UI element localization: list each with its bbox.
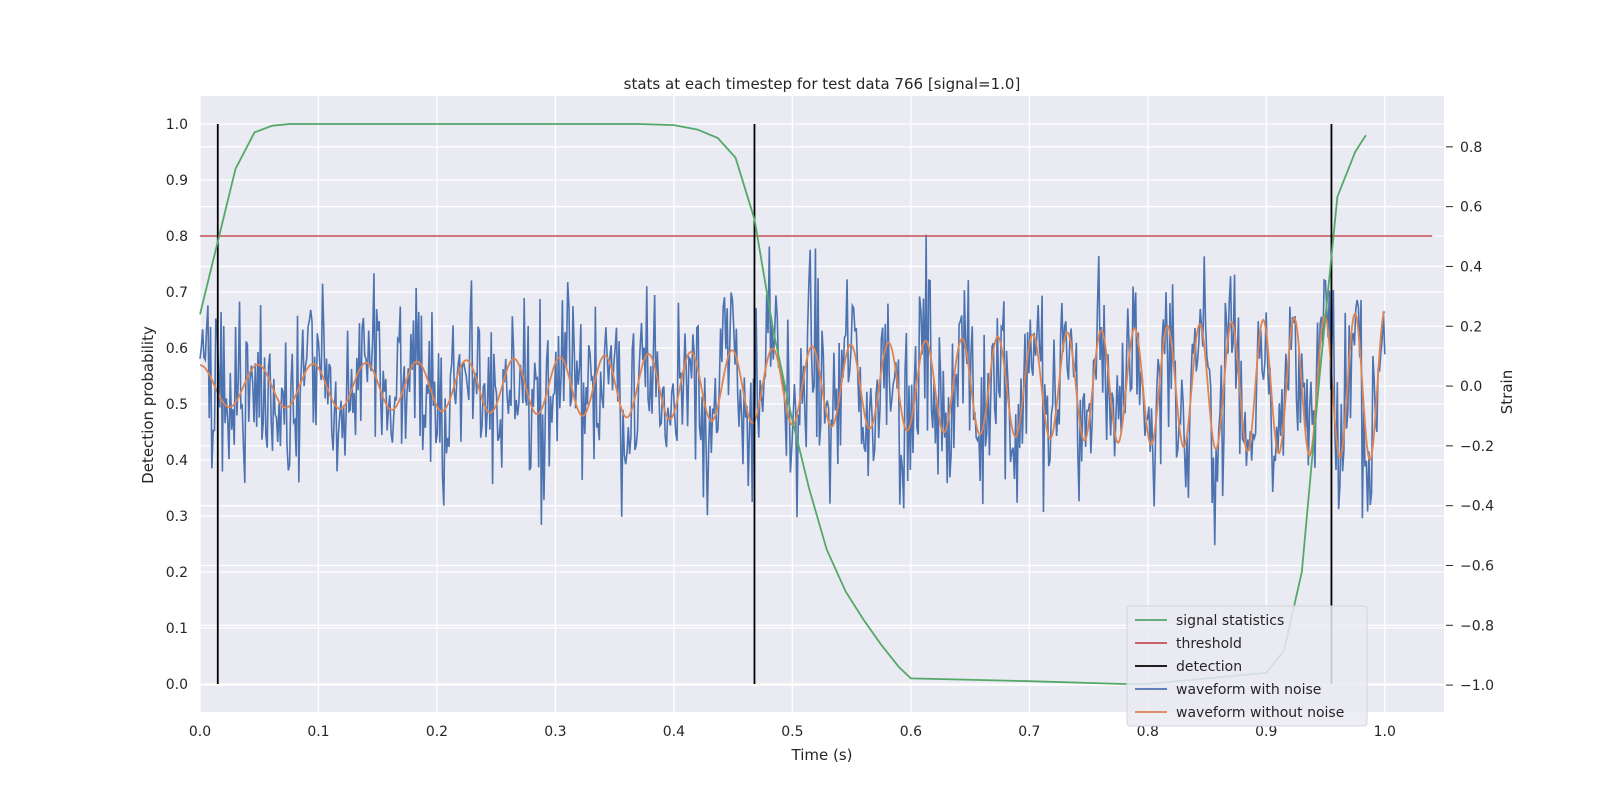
- x-tick-label: 0.9: [1255, 724, 1277, 740]
- y-tick-label-left: 0.9: [166, 173, 188, 189]
- legend-box: [1126, 605, 1368, 727]
- y-tick-label-right: −1.0: [1460, 678, 1494, 694]
- y-tick-label-left: 0.0: [166, 677, 188, 693]
- y-tick-label-left: 0.3: [166, 509, 188, 525]
- series-layer: [199, 123, 1433, 685]
- y-tick-label-left: 1.0: [166, 117, 188, 133]
- legend-entry: detection: [1176, 659, 1242, 675]
- y-tick-label-right: −0.6: [1460, 558, 1494, 574]
- y-tick-label-right: −0.2: [1460, 439, 1494, 455]
- y-tick-label-right: 0.4: [1460, 259, 1482, 275]
- axes: 0.0 0.1 0.2 0.3 0.4 0.5 0.6 0.7 0.8 0.9 1.0 0.0 0.1 0…: [166, 117, 1494, 740]
- y-axis-label-right: Strain: [1498, 370, 1516, 414]
- x-tick-label: 0.0: [189, 724, 211, 740]
- y-tick-label-left: 0.8: [166, 229, 188, 245]
- x-tick-label: 0.6: [900, 724, 922, 740]
- x-tick-label: 1.0: [1374, 724, 1396, 740]
- series-waveform-without-noise: [199, 310, 1386, 462]
- y-tick-label-left: 0.1: [166, 621, 188, 637]
- y-tick-label-left: 0.5: [166, 397, 188, 413]
- y-tick-label-right: 0.6: [1460, 200, 1482, 216]
- y-tick-label-left: 0.2: [166, 565, 188, 581]
- y-tick-label-right: −0.8: [1460, 618, 1494, 634]
- y-axis-label-left: Detection probability: [139, 326, 157, 484]
- x-tick-label: 0.7: [1018, 724, 1040, 740]
- legend-entry: signal statistics: [1176, 613, 1284, 629]
- y-tick-label-left: 0.7: [166, 285, 188, 301]
- x-tick-label: 0.3: [544, 724, 566, 740]
- x-tick-label: 0.8: [1137, 724, 1159, 740]
- y-tick-label-left: 0.6: [166, 341, 188, 357]
- y-tick-label-right: 0.8: [1460, 140, 1482, 156]
- chart-title: stats at each timestep for test data 766…: [624, 75, 1021, 93]
- legend: signal statistics threshold detection wavef…: [1126, 605, 1368, 727]
- y-tick-label-right: 0.0: [1460, 379, 1482, 395]
- legend-entry: waveform with noise: [1176, 682, 1321, 698]
- x-axis-label: Time (s): [791, 746, 853, 764]
- legend-entry: threshold: [1176, 636, 1242, 652]
- y-tick-label-right: 0.2: [1460, 319, 1482, 335]
- y-tick-label-left: 0.4: [166, 453, 188, 469]
- legend-entry: waveform without noise: [1176, 705, 1344, 721]
- series-waveform-with-noise: [199, 234, 1386, 546]
- x-tick-label: 0.5: [781, 724, 803, 740]
- x-tick-label: 0.1: [307, 724, 329, 740]
- x-tick-label: 0.4: [663, 724, 685, 740]
- y-tick-label-right: −0.4: [1460, 499, 1494, 515]
- x-tick-label: 0.2: [426, 724, 448, 740]
